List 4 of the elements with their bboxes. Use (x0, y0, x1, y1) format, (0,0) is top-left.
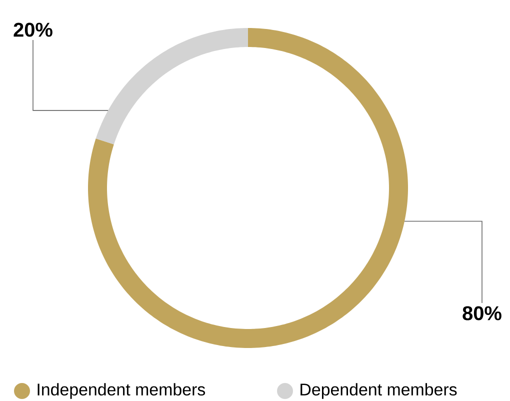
legend-label: Independent members (38, 383, 206, 399)
legend-label: Dependent members (300, 383, 457, 399)
data-label: 80% (462, 306, 502, 320)
data-label: 20% (14, 22, 52, 37)
